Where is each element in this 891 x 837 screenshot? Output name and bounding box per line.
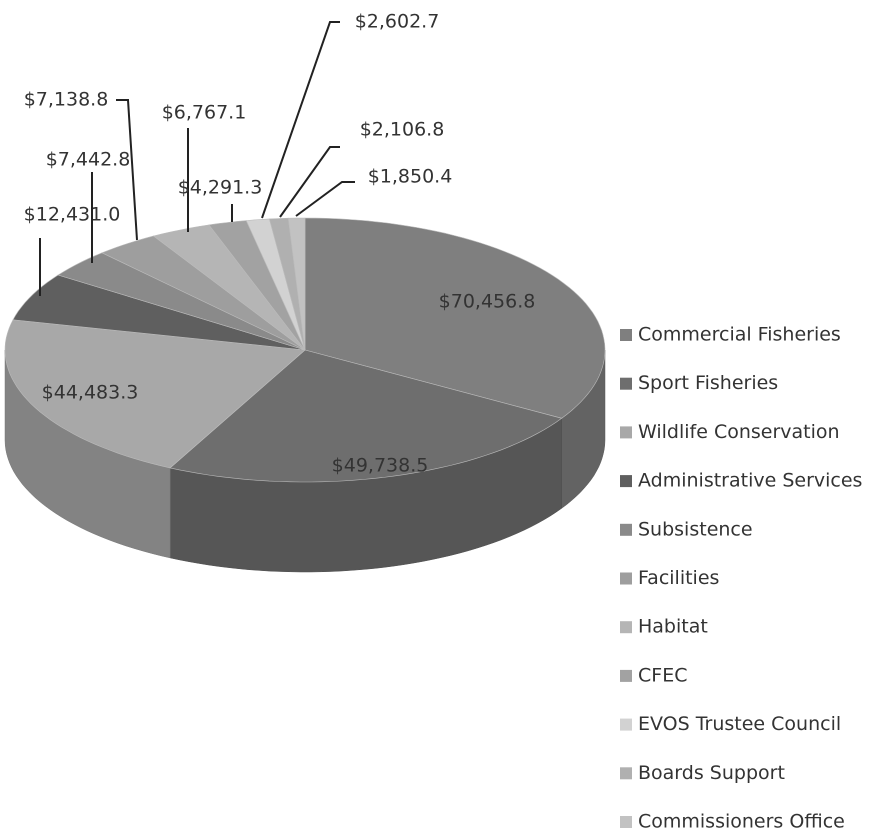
data-label: $6,767.1 xyxy=(162,102,247,124)
legend-swatch xyxy=(620,718,632,731)
data-labels: $70,456.8 $49,738.5 $44,483.3 $12,431.0 $7,4… xyxy=(24,11,536,477)
legend-swatch xyxy=(620,572,632,585)
leader-line xyxy=(261,21,340,219)
data-label: $2,106.8 xyxy=(360,119,445,141)
legend-swatch xyxy=(620,377,632,390)
legend-label: Boards Support xyxy=(638,762,785,784)
legend-swatch xyxy=(620,767,632,780)
legend-label: Subsistence xyxy=(638,518,753,540)
legend-swatch xyxy=(620,816,632,828)
data-label: $44,483.3 xyxy=(42,382,139,404)
data-label: $4,291.3 xyxy=(178,177,263,199)
data-label: $12,431.0 xyxy=(24,204,121,226)
legend-swatch xyxy=(620,669,632,682)
legend-label: Wildlife Conservation xyxy=(638,421,840,443)
legend-label: Administrative Services xyxy=(638,470,862,492)
data-label: $1,850.4 xyxy=(368,166,453,188)
leader-line xyxy=(295,181,355,217)
legend-label: Sport Fisheries xyxy=(638,372,778,394)
data-label: $49,738.5 xyxy=(332,455,429,477)
legend-label: CFEC xyxy=(638,664,687,686)
legend-swatch xyxy=(620,329,632,341)
pie-slice xyxy=(57,252,306,351)
leader-line xyxy=(116,99,138,241)
legend-label: EVOS Trustee Council xyxy=(638,713,841,735)
pie-slice xyxy=(152,224,306,351)
pie-slice xyxy=(169,349,563,483)
leader-line xyxy=(279,146,340,218)
data-label: $7,138.8 xyxy=(24,89,109,111)
legend-swatch xyxy=(620,475,632,488)
pie-sides xyxy=(4,349,606,573)
pie-slice xyxy=(4,319,306,469)
legend-swatch xyxy=(620,621,632,634)
legend-label: Commercial Fisheries xyxy=(638,324,841,346)
legend: Commercial Fisheries Sport Fisheries Wildl… xyxy=(620,324,862,833)
pie-tops xyxy=(4,217,606,483)
data-label: $2,602.7 xyxy=(355,11,440,33)
pie-slice xyxy=(101,235,306,351)
data-label: $70,456.8 xyxy=(439,291,536,313)
pie-slice xyxy=(12,274,306,351)
legend-label: Commissioners Office xyxy=(638,811,845,833)
pie-slice xyxy=(287,217,306,351)
legend-swatch xyxy=(620,523,632,536)
data-label: $7,442.8 xyxy=(46,149,131,171)
pie-slice xyxy=(304,217,606,419)
legend-label: Facilities xyxy=(638,567,719,589)
legend-swatch xyxy=(620,426,632,439)
legend-label: Habitat xyxy=(638,616,708,638)
